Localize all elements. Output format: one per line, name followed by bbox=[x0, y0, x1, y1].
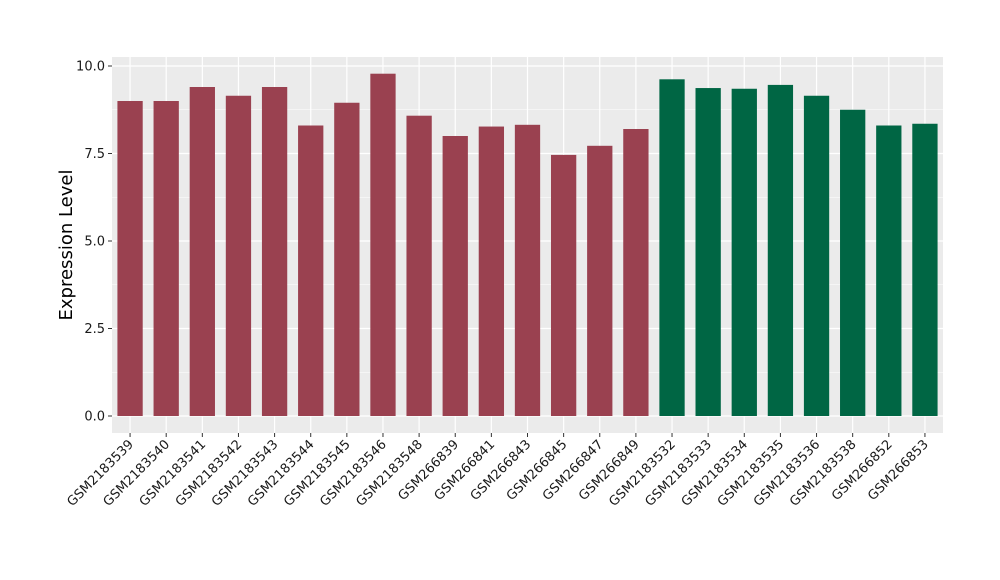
bar-gsm266843 bbox=[514, 124, 541, 417]
bar-gsm2183533 bbox=[695, 88, 721, 417]
bar-gsm2183546 bbox=[370, 73, 396, 416]
bar-gsm2183545 bbox=[334, 102, 360, 416]
y-tick-label: 10.0 bbox=[76, 60, 105, 75]
bar-gsm266849 bbox=[623, 129, 649, 416]
bar-gsm266853 bbox=[912, 123, 938, 416]
y-axis: 0.0 2.5 5.0 7.5 10.0 bbox=[76, 60, 112, 425]
bar-gsm2183536 bbox=[803, 95, 830, 416]
bar-gsm2183543 bbox=[261, 87, 288, 416]
y-tick-label: 5.0 bbox=[84, 235, 105, 250]
bar-gsm2183542 bbox=[225, 95, 252, 416]
bar-gsm2183539 bbox=[117, 101, 143, 416]
bar-gsm2183541 bbox=[189, 87, 215, 416]
bars bbox=[117, 73, 938, 417]
bar-gsm2183544 bbox=[298, 125, 324, 416]
bar-gsm2183532 bbox=[659, 79, 685, 417]
y-tick-label: 0.0 bbox=[84, 410, 105, 425]
bar-gsm266845 bbox=[550, 154, 577, 416]
bar-gsm266839 bbox=[442, 136, 468, 416]
x-axis: GSM2183539GSM2183540GSM2183541GSM2183542… bbox=[64, 433, 932, 510]
y-tick-label: 7.5 bbox=[84, 147, 105, 162]
bar-gsm2183540 bbox=[153, 101, 179, 416]
bar-gsm266841 bbox=[478, 126, 505, 417]
bar-gsm2183534 bbox=[731, 88, 757, 416]
y-tick-label: 2.5 bbox=[84, 322, 105, 337]
y-axis-title: Expression Level bbox=[56, 170, 77, 321]
bar-gsm2183548 bbox=[406, 115, 432, 416]
bar-gsm2183538 bbox=[840, 109, 866, 416]
bar-gsm2183535 bbox=[767, 84, 794, 417]
bar-gsm266847 bbox=[587, 145, 613, 417]
bar-gsm266852 bbox=[876, 125, 902, 416]
